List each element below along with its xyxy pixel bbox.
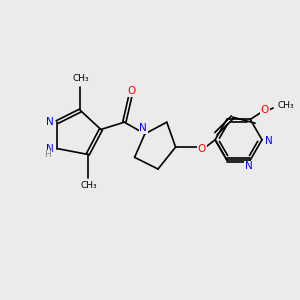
Text: CH₃: CH₃ bbox=[278, 101, 294, 110]
Text: N: N bbox=[46, 143, 53, 154]
Text: N: N bbox=[265, 136, 272, 146]
Text: H: H bbox=[44, 151, 51, 160]
Text: O: O bbox=[261, 105, 269, 115]
Text: CH₃: CH₃ bbox=[72, 74, 89, 82]
Text: N: N bbox=[140, 123, 147, 133]
Text: CH₃: CH₃ bbox=[81, 181, 98, 190]
Text: N: N bbox=[46, 117, 53, 127]
Text: O: O bbox=[198, 143, 206, 154]
Text: O: O bbox=[128, 86, 136, 96]
Text: N: N bbox=[245, 161, 253, 172]
